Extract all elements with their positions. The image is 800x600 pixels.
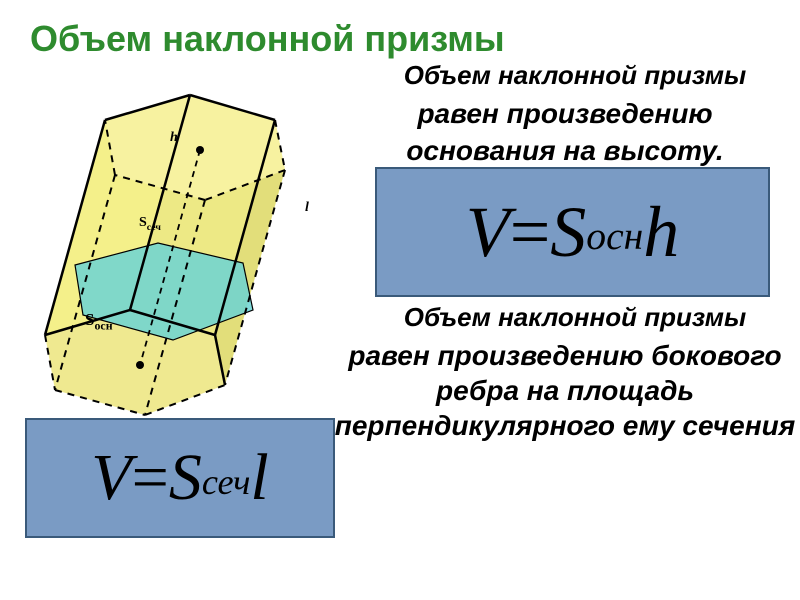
- theorem-1-line-2: равен произведению: [325, 98, 800, 130]
- label-l: l: [305, 200, 309, 216]
- theorem-2-body: равен произведению бокового ребра на пло…: [330, 338, 800, 443]
- theorem-1-line-1: Объем наклонной призмы: [355, 60, 795, 91]
- prism-diagram: [10, 65, 350, 405]
- label-section: Sсеч: [139, 215, 161, 233]
- formula-volume-section-edge: V = Sсеч l: [25, 418, 335, 538]
- formula-volume-base-height: V = Sосн h: [375, 167, 770, 297]
- theorem-2-line-1: Объем наклонной призмы: [355, 302, 795, 333]
- theorem-1-line-3: основания на высоту.: [325, 135, 800, 167]
- label-h: h: [170, 130, 178, 146]
- label-base: Sосн: [85, 310, 113, 333]
- page-title: Объем наклонной призмы: [30, 18, 505, 60]
